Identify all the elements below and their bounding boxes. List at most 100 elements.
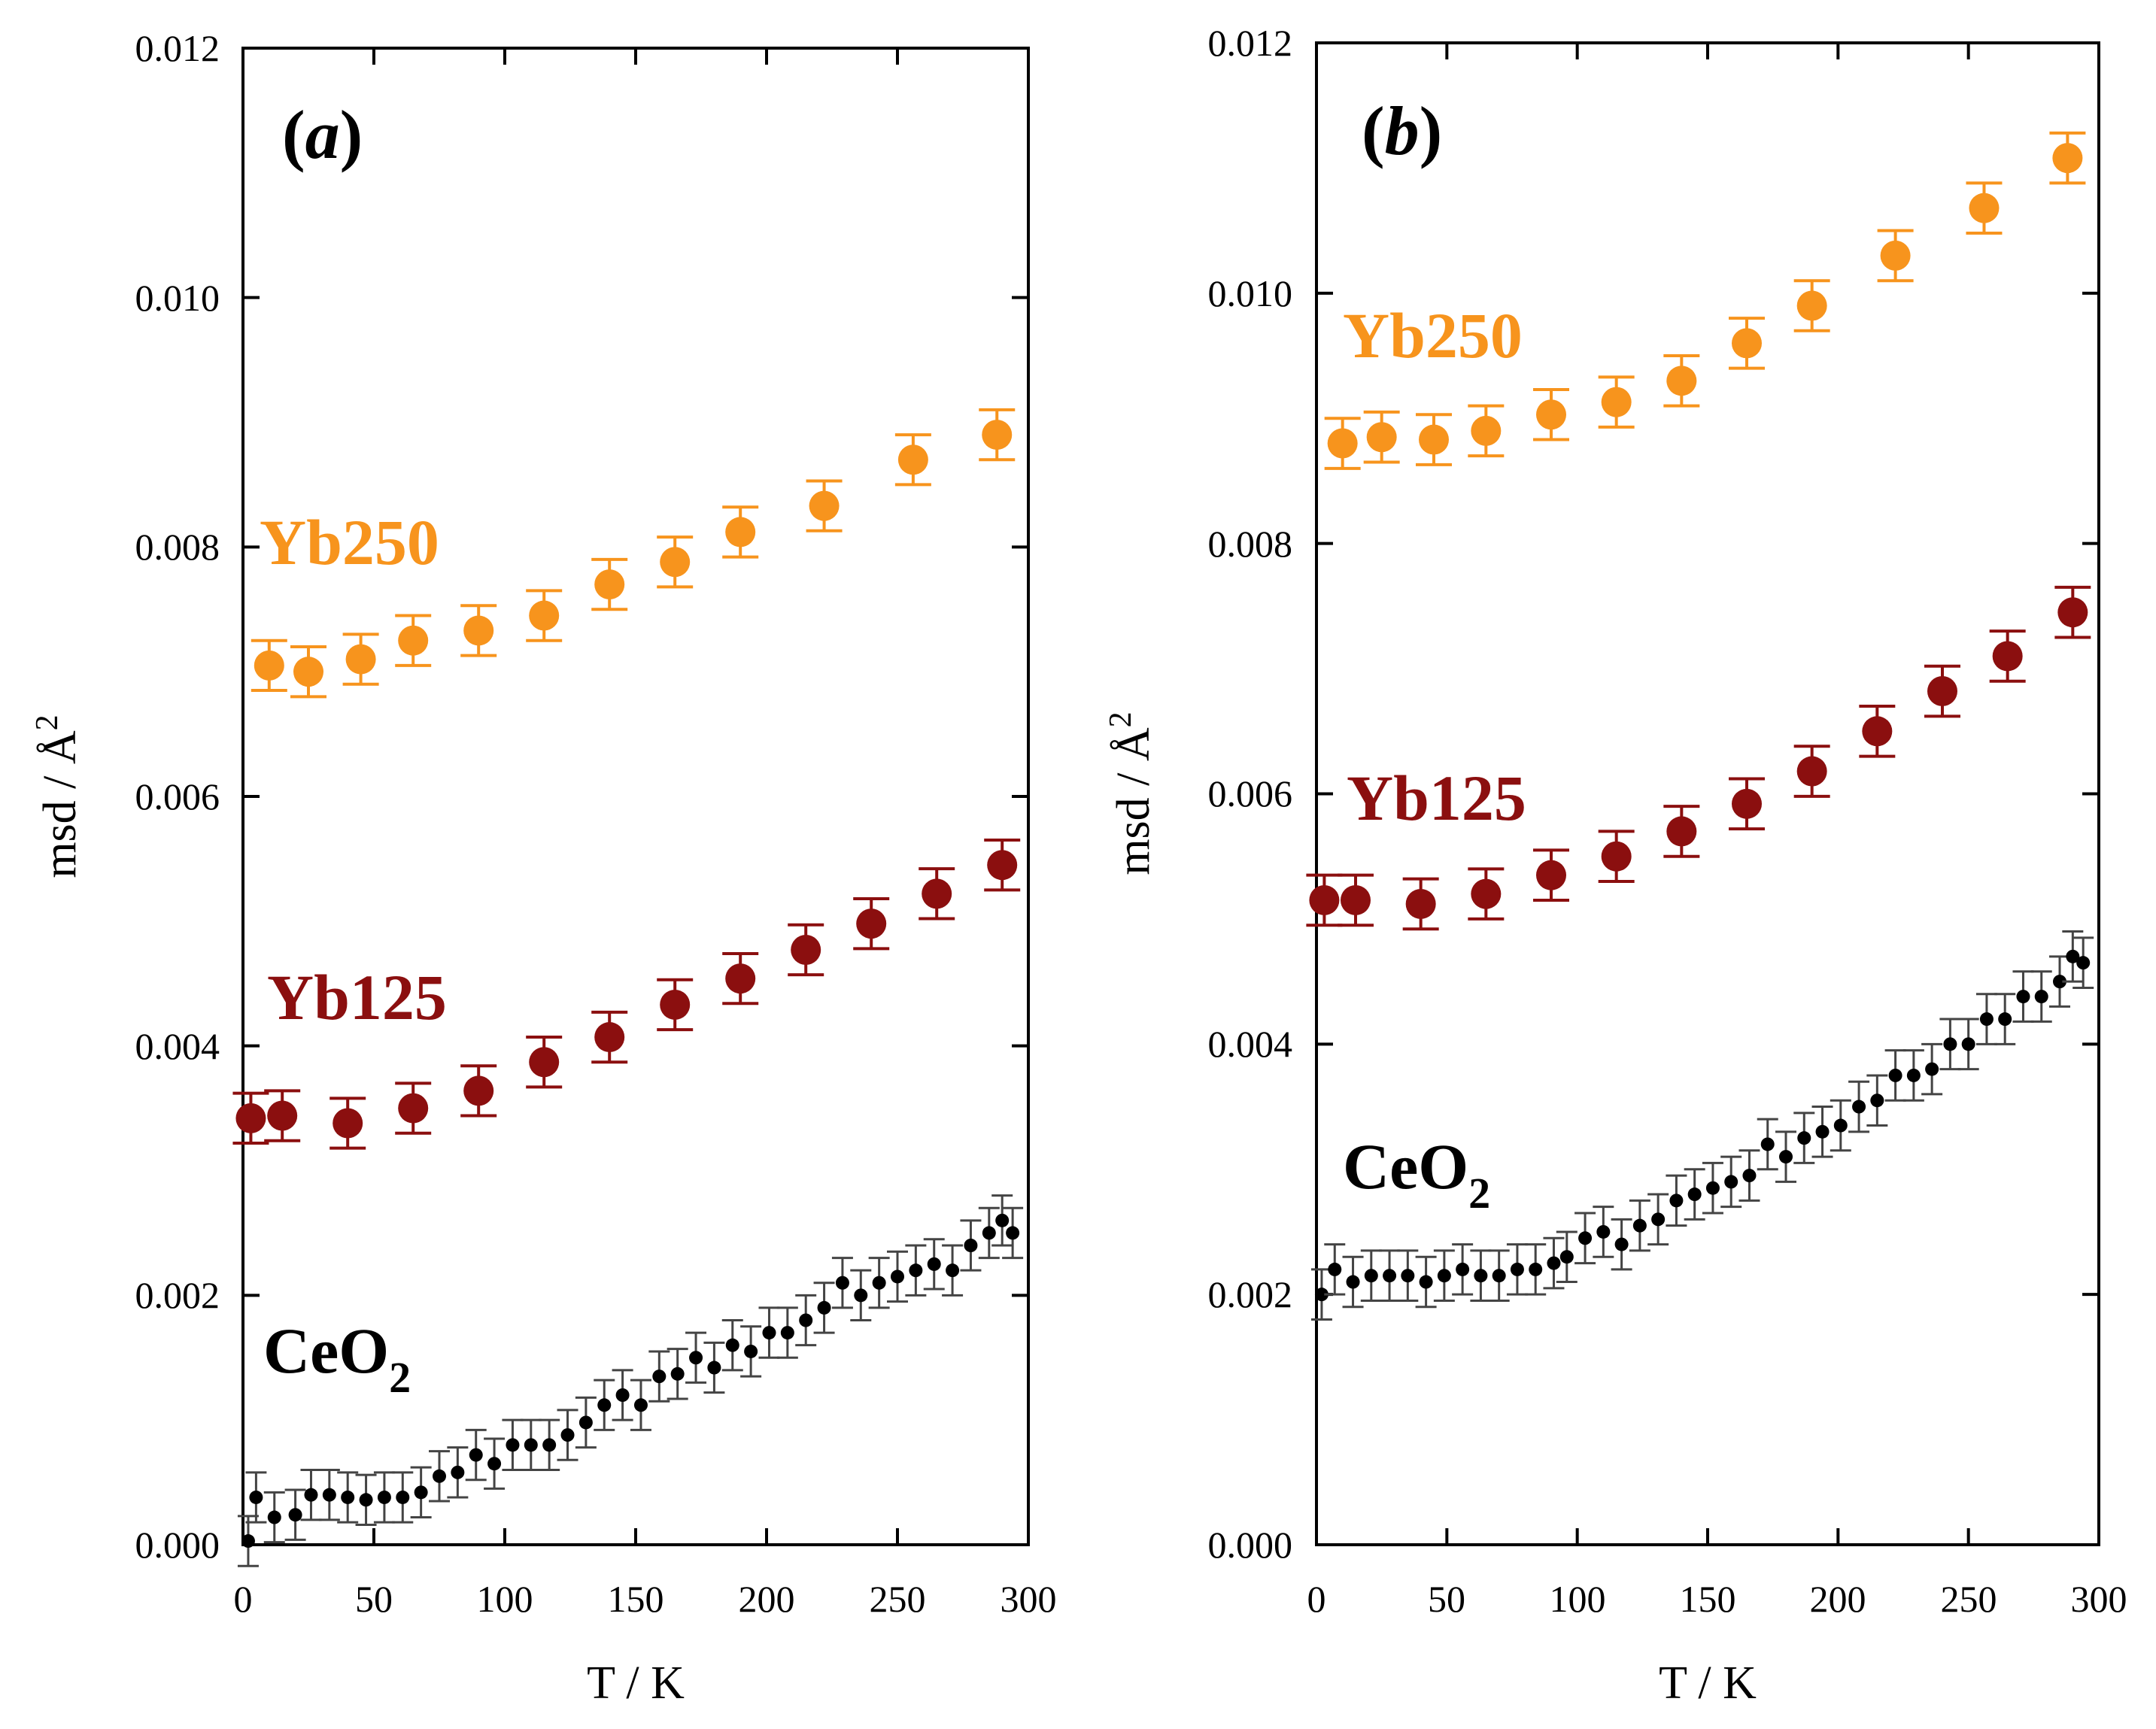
data-point-yb125 <box>791 934 821 965</box>
data-point-yb125 <box>333 1108 363 1139</box>
data-point-yb125 <box>1862 716 1893 747</box>
data-point-yb250 <box>398 625 429 656</box>
data-point-ceo2 <box>689 1351 703 1365</box>
data-point-ceo2 <box>560 1428 575 1442</box>
data-point-yb250 <box>345 644 376 675</box>
data-point-ceo2 <box>2034 990 2048 1004</box>
data-point-ceo2 <box>1815 1124 1830 1139</box>
x-axis-label: T / K <box>587 1658 685 1709</box>
data-point-ceo2 <box>1474 1269 1488 1283</box>
data-point-ceo2 <box>982 1226 996 1240</box>
data-point-ceo2 <box>1961 1037 1975 1051</box>
data-point-yb125 <box>1666 816 1697 847</box>
data-point-yb250 <box>1471 415 1502 446</box>
data-point-ceo2 <box>322 1488 336 1502</box>
data-point-yb250 <box>1880 240 1911 271</box>
data-point-ceo2 <box>2076 956 2091 970</box>
data-point-ceo2 <box>2053 975 2066 989</box>
data-point-yb125 <box>856 908 887 939</box>
data-point-ceo2 <box>1870 1094 1884 1108</box>
data-point-ceo2 <box>1346 1275 1360 1289</box>
y-tick-labels: 0.000 0.002 0.004 0.006 0.008 0.010 0.01… <box>135 27 220 1566</box>
data-point-ceo2 <box>1314 1288 1329 1302</box>
data-point-yb250 <box>293 657 323 687</box>
data-point-yb250 <box>1666 366 1697 396</box>
data-point-ceo2 <box>1492 1269 1506 1283</box>
series-label-ceo2: CeO2 <box>1343 1130 1490 1218</box>
data-point-yb125 <box>1796 756 1827 787</box>
data-point-ceo2 <box>597 1398 612 1412</box>
chart-panel-a: 0 50 100 150 200 250 300 0.000 0.002 0.0… <box>30 27 1057 1709</box>
data-point-yb250 <box>1536 399 1566 430</box>
data-point-ceo2 <box>995 1213 1010 1227</box>
data-point-ceo2 <box>1632 1218 1647 1233</box>
series-label-yb125: Yb125 <box>267 961 447 1033</box>
y-tick-label: 0.006 <box>135 775 220 817</box>
data-point-ceo2 <box>1779 1150 1793 1164</box>
data-point-yb125 <box>594 1022 625 1053</box>
y-tick-label: 0.000 <box>1208 1524 1293 1566</box>
data-point-ceo2 <box>288 1508 302 1522</box>
y-tick-label: 0.010 <box>1208 272 1293 314</box>
data-point-ceo2 <box>433 1469 446 1483</box>
data-point-yb125 <box>1405 888 1436 919</box>
data-point-yb250 <box>660 547 691 578</box>
data-point-ceo2 <box>872 1276 886 1290</box>
data-point-ceo2 <box>1383 1269 1397 1283</box>
data-point-ceo2 <box>267 1510 281 1524</box>
data-point-yb250 <box>809 490 840 521</box>
data-point-ceo2 <box>946 1263 960 1278</box>
data-point-ceo2 <box>524 1438 538 1452</box>
data-point-ceo2 <box>780 1326 794 1340</box>
x-tick-label: 150 <box>608 1578 664 1620</box>
data-point-yb125 <box>1536 860 1566 890</box>
data-point-ceo2 <box>304 1488 318 1502</box>
data-point-yb125 <box>463 1075 494 1106</box>
y-tick-label: 0.002 <box>1208 1273 1293 1315</box>
data-point-ceo2 <box>1529 1262 1543 1276</box>
data-point-ceo2 <box>744 1344 758 1358</box>
y-tick-label: 0.002 <box>135 1274 220 1316</box>
data-point-ceo2 <box>1456 1262 1470 1276</box>
data-point-ceo2 <box>241 1534 255 1549</box>
y-tick-label: 0.012 <box>135 27 220 69</box>
data-point-ceo2 <box>909 1263 923 1278</box>
data-point-ceo2 <box>1760 1137 1775 1151</box>
y-tick-label: 0.006 <box>1208 772 1293 814</box>
data-point-ceo2 <box>469 1448 483 1462</box>
data-point-ceo2 <box>1547 1256 1561 1270</box>
series-label-yb250: Yb250 <box>260 506 439 578</box>
data-point-ceo2 <box>817 1300 831 1315</box>
data-point-ceo2 <box>359 1493 373 1507</box>
data-point-ceo2 <box>1797 1131 1811 1145</box>
data-point-ceo2 <box>396 1490 410 1504</box>
data-point-ceo2 <box>487 1457 502 1471</box>
data-point-ceo2 <box>725 1338 739 1352</box>
data-point-yb250 <box>1327 428 1358 459</box>
data-point-ceo2 <box>578 1415 593 1430</box>
x-tick-label: 250 <box>870 1578 926 1620</box>
x-tick-label: 0 <box>234 1578 253 1620</box>
data-point-ceo2 <box>1742 1169 1757 1183</box>
data-point-ceo2 <box>707 1360 721 1375</box>
x-tick-label: 100 <box>1550 1578 1606 1620</box>
y-tick-label: 0.010 <box>135 277 220 319</box>
panel-label: (a) <box>282 96 363 173</box>
data-point-ceo2 <box>854 1288 868 1303</box>
data-point-ceo2 <box>542 1438 557 1452</box>
data-point-ceo2 <box>1614 1237 1629 1251</box>
data-point-ceo2 <box>2016 990 2030 1004</box>
y-axis-label: msd / Å2 <box>30 714 86 878</box>
data-point-yb250 <box>897 444 928 475</box>
x-tick-label: 300 <box>1001 1578 1057 1620</box>
x-tick-label: 300 <box>2071 1578 2127 1620</box>
y-tick-label: 0.000 <box>135 1524 220 1566</box>
data-point-ceo2 <box>1596 1224 1611 1239</box>
data-point-yb250 <box>2052 143 2083 174</box>
data-point-yb250 <box>254 650 284 681</box>
axis-ticks <box>241 47 1030 1546</box>
data-point-yb250 <box>725 517 756 548</box>
y-tick-label: 0.004 <box>1208 1023 1293 1065</box>
data-point-ceo2 <box>1559 1250 1574 1264</box>
